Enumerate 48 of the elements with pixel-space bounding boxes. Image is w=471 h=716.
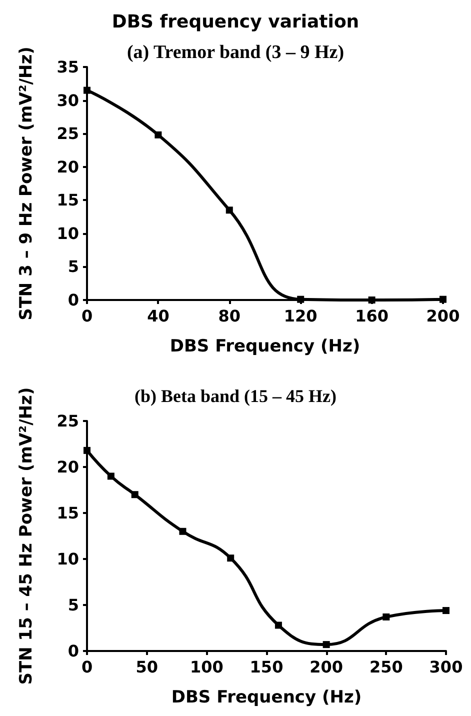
y-tick-label: 15 bbox=[56, 190, 79, 210]
point bbox=[322, 641, 330, 648]
x-tick-label: 120 bbox=[284, 306, 318, 326]
y-tick-label: 10 bbox=[56, 550, 79, 568]
x-tick-label: 100 bbox=[190, 658, 224, 676]
x-tick-label: 200 bbox=[426, 306, 460, 326]
x-tick-label: 0 bbox=[81, 658, 93, 676]
point bbox=[84, 86, 90, 94]
y-tick-label: 5 bbox=[68, 257, 79, 276]
y-tick-label: 30 bbox=[56, 90, 79, 110]
point bbox=[368, 296, 376, 304]
point bbox=[297, 296, 304, 303]
point bbox=[107, 472, 114, 480]
y-tick-label: 10 bbox=[56, 224, 79, 243]
x-tick-label: 0 bbox=[81, 306, 93, 326]
y-tick-label: 0 bbox=[68, 642, 79, 660]
point bbox=[84, 446, 90, 454]
x-axis-title: DBS Frequency (Hz) bbox=[170, 336, 360, 356]
x-tick-label: 50 bbox=[136, 658, 158, 676]
x-tick-label: 150 bbox=[250, 658, 284, 676]
y-axis-title: STN 15 – 45 Hz Power (mV²/Hz) bbox=[16, 387, 36, 685]
point bbox=[131, 491, 138, 498]
y-tick-label: 25 bbox=[56, 124, 79, 144]
x-tick-label: 40 bbox=[147, 306, 170, 326]
y-tick-label: 5 bbox=[68, 596, 79, 614]
x-tick-label: 80 bbox=[218, 306, 241, 326]
x-tick-label: 300 bbox=[429, 658, 463, 676]
chart-title: DBS frequency variation bbox=[112, 12, 360, 32]
y-tick-label: 20 bbox=[56, 157, 79, 176]
y-tick-label: 20 bbox=[56, 458, 79, 476]
point bbox=[226, 206, 233, 214]
point bbox=[154, 131, 162, 138]
y-tick-label: 15 bbox=[56, 504, 79, 522]
point bbox=[274, 622, 282, 629]
x-tick-label: 250 bbox=[369, 658, 403, 676]
y-axis-title: STN 3 – 9 Hz Power (mV²/Hz) bbox=[16, 46, 36, 320]
point bbox=[382, 613, 390, 620]
x-tick-label: 200 bbox=[310, 658, 344, 676]
x-tick-label: 160 bbox=[355, 306, 389, 326]
point bbox=[227, 554, 234, 562]
x-axis-title: DBS Frequency (Hz) bbox=[171, 688, 362, 708]
point bbox=[179, 528, 186, 535]
point bbox=[442, 607, 450, 614]
y-tick-label: 0 bbox=[68, 290, 79, 310]
chart-title: (b) Beta band (15 – 45 Hz) bbox=[134, 386, 337, 406]
y-tick-label: 25 bbox=[56, 412, 79, 430]
y-tick-label: 35 bbox=[56, 58, 79, 76]
chart-subtitle: (a) Tremor band (3 – 9 Hz) bbox=[126, 42, 344, 63]
